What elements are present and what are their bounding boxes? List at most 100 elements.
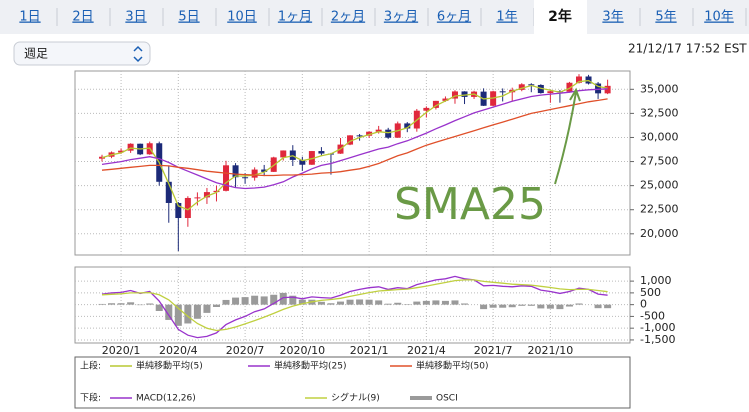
- y-tick-label: 0: [640, 298, 647, 311]
- osci-bar: [604, 304, 612, 309]
- candle-body: [451, 91, 458, 99]
- tab[interactable]: 5年: [655, 10, 676, 25]
- tab[interactable]: 10日: [227, 10, 257, 25]
- osci-bar: [212, 304, 220, 307]
- candle-body: [528, 84, 535, 86]
- x-tick-label: 2021/4: [407, 344, 446, 357]
- tab[interactable]: 5日: [178, 10, 199, 25]
- candle-body: [356, 135, 363, 137]
- osci-bar: [556, 304, 564, 310]
- candle-body: [518, 84, 525, 90]
- osci-bar: [174, 304, 182, 326]
- osci-bar: [270, 294, 278, 305]
- series-line: [101, 275, 608, 339]
- osci-bar: [489, 304, 497, 308]
- osci-bar: [117, 303, 125, 305]
- dropdown-icon: [133, 45, 143, 63]
- candle-body: [242, 177, 249, 179]
- tab[interactable]: 2年: [548, 8, 572, 25]
- candle-body: [318, 151, 325, 154]
- candle-body: [251, 169, 258, 178]
- tab[interactable]: 3年: [602, 10, 623, 25]
- osci-bar: [432, 300, 440, 305]
- osci-bar: [241, 297, 249, 305]
- osci-bar: [317, 301, 325, 305]
- dropdown[interactable]: [13, 41, 151, 66]
- osci-bar: [222, 299, 230, 305]
- osci-bar: [346, 299, 354, 305]
- candle-body: [432, 100, 439, 108]
- candle-body: [461, 91, 468, 97]
- osci-bar: [422, 300, 430, 305]
- candle-body: [127, 143, 134, 151]
- tab[interactable]: 1日: [19, 10, 40, 25]
- osci-bar: [203, 304, 211, 313]
- y-tick-label: 500: [640, 286, 661, 299]
- x-tick-label: 2021/1: [350, 344, 389, 357]
- candle-body: [537, 84, 544, 94]
- tab[interactable]: 1年: [496, 10, 517, 25]
- tab[interactable]: 6ヶ月: [437, 10, 471, 25]
- tab[interactable]: 2日: [72, 10, 93, 25]
- osci-bar: [327, 303, 335, 305]
- osci-bar: [298, 299, 306, 305]
- upper-plot: [74, 70, 631, 256]
- x-tick-label: 2020/10: [279, 344, 325, 357]
- candle-body: [299, 159, 306, 165]
- osci-bar: [289, 295, 297, 305]
- candle-body: [118, 150, 125, 153]
- osci-bar: [127, 302, 135, 305]
- osci-bar: [546, 304, 554, 309]
- osci-bar: [98, 303, 106, 305]
- candle-body: [184, 197, 191, 219]
- x-tick-label: 2021/10: [528, 344, 574, 357]
- y-tick-label: 25,000: [640, 179, 679, 192]
- osci-bar: [394, 302, 402, 305]
- timestamp: 21/12/17 17:52 EST: [628, 42, 747, 56]
- candle-body: [576, 76, 582, 83]
- candle-body: [232, 165, 239, 178]
- annotation-arrow: [554, 91, 577, 185]
- osci-bar: [375, 300, 383, 305]
- tab[interactable]: 10年: [704, 10, 734, 25]
- osci-bar: [518, 304, 526, 306]
- y-tick-label: 1,000: [640, 274, 672, 287]
- legend-label: 単純移動平均(5): [136, 360, 203, 372]
- osci-bar: [594, 304, 602, 309]
- x-tick-label: 2020/7: [226, 344, 265, 357]
- y-tick-label: 32,500: [640, 106, 679, 119]
- y-tick-label: 35,000: [640, 82, 679, 95]
- candle-body: [499, 91, 506, 93]
- dropdown-label: 週足: [24, 47, 48, 61]
- legend-label: シグナル(9): [331, 392, 380, 404]
- osci-bar: [499, 304, 507, 308]
- osci-bar: [279, 292, 287, 305]
- tab[interactable]: 2ヶ月: [331, 10, 365, 25]
- osci-bar: [461, 303, 469, 305]
- candle-body: [547, 91, 554, 94]
- legend-label: 単純移動平均(25): [274, 360, 346, 372]
- annotation: SMA25: [394, 179, 546, 230]
- x-tick-label: 2020/1: [102, 344, 141, 357]
- osci-bar: [451, 300, 459, 305]
- osci-bar: [108, 303, 116, 305]
- annotation-arrowhead: [569, 87, 581, 102]
- osci-bar: [480, 304, 488, 310]
- candle-body: [442, 98, 449, 101]
- y-tick-label: -1,000: [640, 321, 675, 334]
- series-line: [101, 279, 608, 332]
- candle-body: [595, 83, 602, 94]
- osci-bar: [537, 304, 545, 309]
- x-tick-label: 2020/4: [159, 344, 198, 357]
- tab[interactable]: 3日: [125, 10, 146, 25]
- candle-body: [347, 135, 354, 145]
- y-tick-label: 22,500: [640, 203, 679, 216]
- candle-body: [404, 123, 411, 129]
- tab[interactable]: 3ヶ月: [384, 10, 418, 25]
- osci-bar: [146, 303, 154, 305]
- candle-body: [203, 192, 210, 198]
- legend-label: OSCI: [436, 394, 458, 404]
- candle-body: [99, 156, 105, 159]
- tab[interactable]: 1ヶ月: [278, 10, 312, 25]
